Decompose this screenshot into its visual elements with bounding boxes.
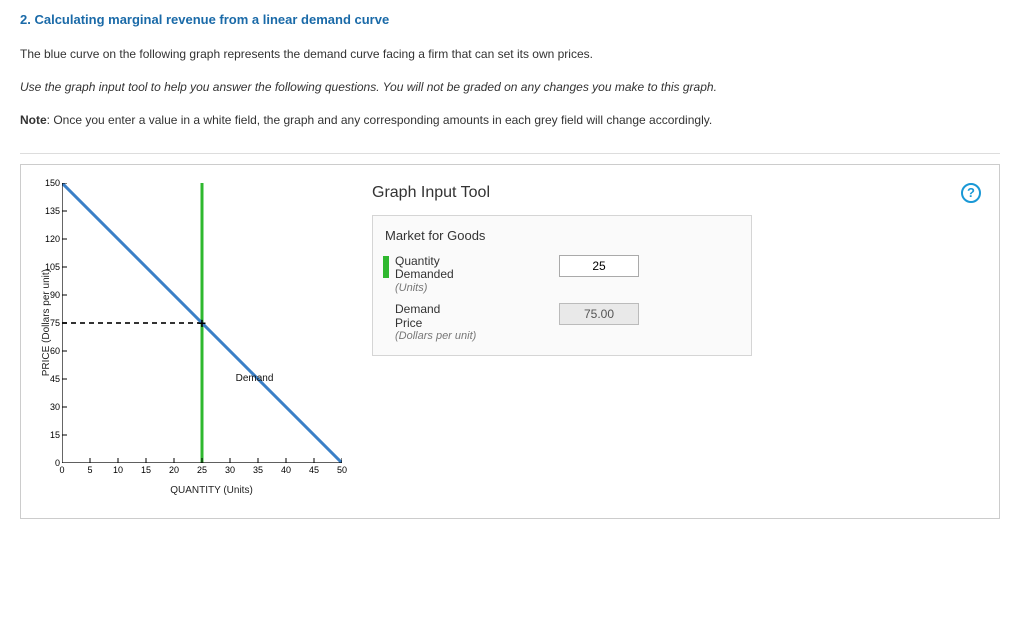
x-tick-label: 20 <box>169 465 179 475</box>
input-section-title: Market for Goods <box>385 228 741 243</box>
tool-title: Graph Input Tool <box>372 184 490 202</box>
field-label-main: DemandPrice <box>395 303 476 331</box>
x-tick-label: 50 <box>337 465 347 475</box>
y-tick-label: 60 <box>50 346 60 356</box>
field-label-main: QuantityDemanded <box>395 255 454 283</box>
note-paragraph: Note: Once you enter a value in a white … <box>20 111 1000 130</box>
input-pane: Graph Input Tool ? Market for Goods Quan… <box>372 183 981 356</box>
x-tick-label: 10 <box>113 465 123 475</box>
y-tick-label: 120 <box>45 234 60 244</box>
x-axis-label: QUANTITY (Units) <box>170 485 253 496</box>
y-tick-label: 135 <box>45 206 60 216</box>
question-title-text: Calculating marginal revenue from a line… <box>34 12 389 27</box>
swatch-icon <box>383 256 389 278</box>
question-title: 2. Calculating marginal revenue from a l… <box>20 12 1000 27</box>
x-tick-label: 35 <box>253 465 263 475</box>
graph-block: PRICE (Dollars per unit) 015304560759010… <box>41 183 342 496</box>
graph-plot[interactable]: 0153045607590105120135150 05101520253035… <box>62 183 342 463</box>
instructions-paragraph: Use the graph input tool to help you ans… <box>20 78 1000 97</box>
question-number: 2. <box>20 12 31 27</box>
y-tick-label: 15 <box>50 430 60 440</box>
y-tick-label: 105 <box>45 262 60 272</box>
quantity-input[interactable] <box>559 255 639 277</box>
field-label-sub: (Dollars per unit) <box>395 330 476 343</box>
field-label-sub: (Units) <box>395 282 454 295</box>
note-prefix: Note <box>20 113 47 127</box>
x-tick-label: 5 <box>87 465 92 475</box>
y-tick-label: 30 <box>50 402 60 412</box>
x-tick-label: 45 <box>309 465 319 475</box>
field-row-quantity: QuantityDemanded(Units) <box>383 255 741 295</box>
intro-paragraph: The blue curve on the following graph re… <box>20 45 1000 64</box>
x-tick-label: 25 <box>197 465 207 475</box>
price-input <box>559 303 639 325</box>
y-tick-label: 45 <box>50 374 60 384</box>
input-card: Market for Goods QuantityDemanded(Units)… <box>372 215 752 356</box>
note-body: : Once you enter a value in a white fiel… <box>47 113 713 127</box>
x-tick-label: 30 <box>225 465 235 475</box>
tool-card: PRICE (Dollars per unit) 015304560759010… <box>20 164 1000 519</box>
x-tick-label: 0 <box>59 465 64 475</box>
y-tick-label: 150 <box>45 178 60 188</box>
y-tick-label: 75 <box>50 318 60 328</box>
series-label-demand: Demand <box>236 373 274 384</box>
svg-text:+: + <box>198 315 206 331</box>
x-tick-label: 15 <box>141 465 151 475</box>
x-tick-label: 40 <box>281 465 291 475</box>
help-icon[interactable]: ? <box>961 183 981 203</box>
field-row-price: DemandPrice(Dollars per unit) <box>383 303 741 343</box>
y-tick-label: 90 <box>50 290 60 300</box>
divider <box>20 153 1000 154</box>
